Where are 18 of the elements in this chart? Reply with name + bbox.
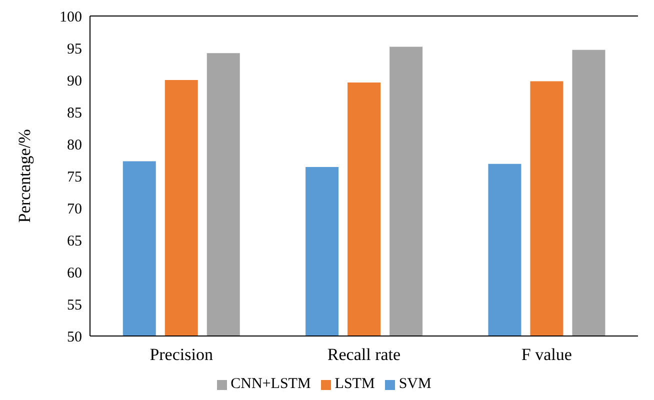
x-tick-label: Recall rate	[327, 345, 401, 364]
y-tick-label: 65	[67, 233, 82, 250]
x-tick-label: Precision	[150, 345, 214, 364]
y-tick-label: 75	[67, 169, 82, 186]
y-tick-label: 50	[67, 329, 82, 346]
legend-label: LSTM	[334, 376, 375, 392]
legend-label: CNN+LSTM	[230, 376, 311, 392]
legend-label: SVM	[398, 376, 432, 392]
x-tick-label: F value	[521, 345, 572, 364]
y-tick-label: 85	[67, 105, 82, 122]
y-tick-label: 100	[60, 9, 82, 26]
y-tick-label: 60	[67, 265, 82, 282]
y-tick-label: 90	[67, 73, 82, 90]
y-tick-label: 55	[67, 297, 82, 314]
y-tick-label: 80	[67, 137, 82, 154]
y-axis-title: Percentage/%	[15, 129, 34, 223]
y-tick-label: 95	[67, 41, 82, 58]
y-tick-label: 70	[67, 201, 82, 218]
